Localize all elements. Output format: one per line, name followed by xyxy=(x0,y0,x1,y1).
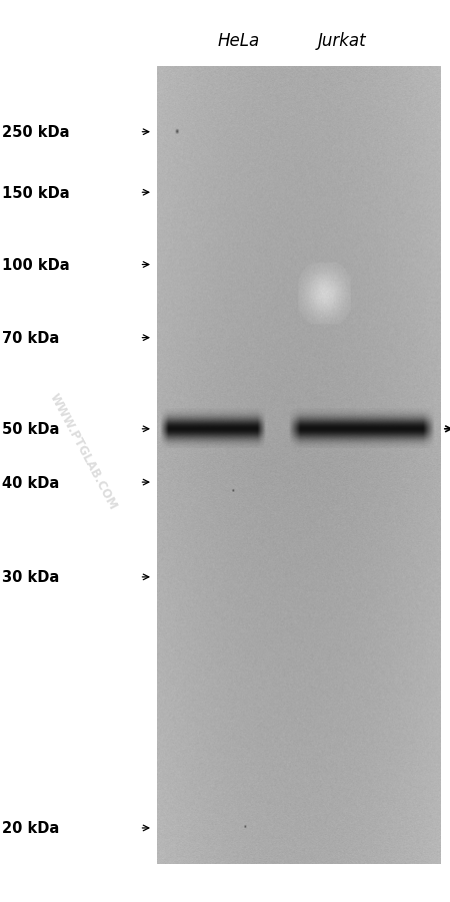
Text: WWW.PTGLAB.COM: WWW.PTGLAB.COM xyxy=(47,391,120,511)
Text: Jurkat: Jurkat xyxy=(318,32,366,50)
Text: 150 kDa: 150 kDa xyxy=(2,186,70,200)
Text: HeLa: HeLa xyxy=(217,32,260,50)
Text: 40 kDa: 40 kDa xyxy=(2,475,59,490)
Text: 250 kDa: 250 kDa xyxy=(2,125,70,140)
Text: 70 kDa: 70 kDa xyxy=(2,331,59,345)
Text: 50 kDa: 50 kDa xyxy=(2,422,59,437)
Text: 100 kDa: 100 kDa xyxy=(2,258,70,272)
Text: 20 kDa: 20 kDa xyxy=(2,821,59,835)
Text: 30 kDa: 30 kDa xyxy=(2,570,59,584)
